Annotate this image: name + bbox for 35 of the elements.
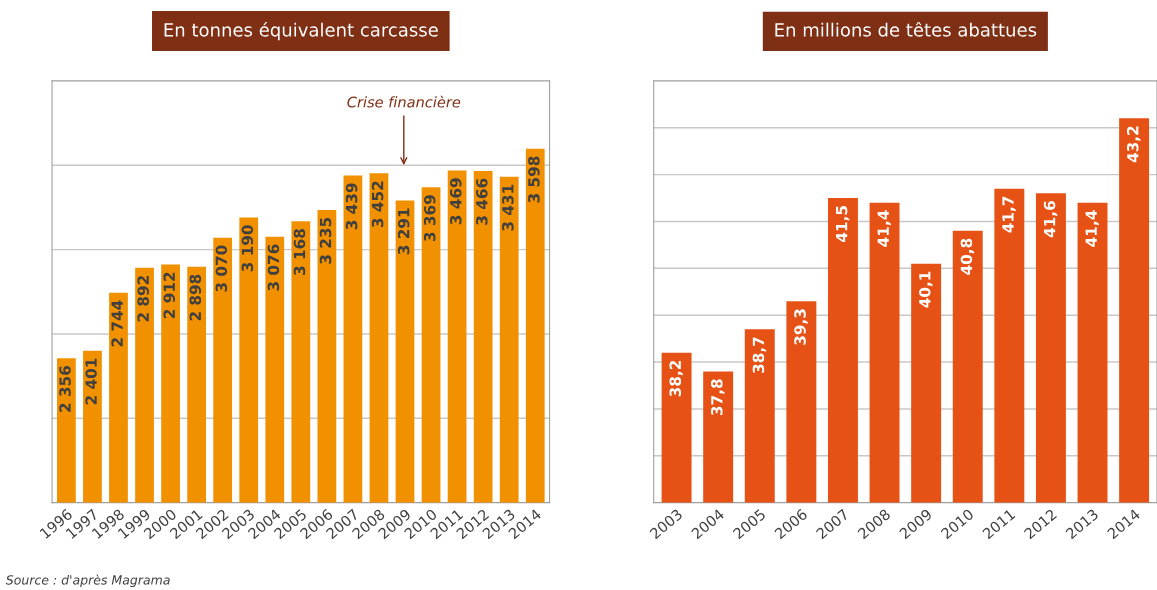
data-label: 3 469 — [449, 178, 462, 225]
chart-title: En millions de têtes abattues — [775, 21, 1037, 37]
chart-title: En tonnes équivalent carcasse — [164, 21, 438, 41]
data-label: 37,8 — [711, 379, 725, 416]
data-label: 38,2 — [669, 360, 683, 397]
data-label: 3 452 — [371, 181, 384, 228]
data-label: 3 235 — [319, 217, 332, 264]
data-label: 3 439 — [345, 183, 358, 230]
annotation: Crise financière — [347, 95, 461, 108]
data-label: 41,7 — [1002, 196, 1016, 233]
data-label: 43,2 — [1127, 126, 1141, 163]
data-label: 3 369 — [423, 195, 436, 242]
data-label: 2 898 — [189, 274, 202, 321]
data-label: 38,7 — [752, 337, 767, 373]
data-label: 3 598 — [528, 156, 540, 203]
data-label: 2 401 — [85, 358, 97, 405]
data-label: 3 190 — [241, 225, 254, 272]
data-label: 3 466 — [476, 178, 488, 225]
data-label: 41,4 — [1085, 210, 1099, 247]
data-label: 3 070 — [215, 245, 228, 292]
data-label: 41,5 — [836, 206, 850, 242]
data-label: 40,8 — [960, 238, 975, 275]
data-label: 2 356 — [59, 366, 71, 412]
data-label: 40,1 — [919, 271, 933, 308]
data-label: 2 912 — [163, 272, 176, 318]
data-label: 3 168 — [293, 229, 306, 275]
data-label: 3 076 — [267, 244, 280, 291]
data-label: 41,4 — [877, 210, 891, 247]
data-label: 39,3 — [794, 309, 808, 345]
data-label: 41,6 — [1043, 201, 1058, 238]
source-note: Source : d'après Magrama — [5, 574, 170, 588]
data-label: 2 744 — [111, 300, 123, 347]
data-label: 3 291 — [397, 208, 410, 255]
data-label: 3 431 — [502, 184, 514, 231]
data-label: 2 892 — [137, 276, 149, 322]
